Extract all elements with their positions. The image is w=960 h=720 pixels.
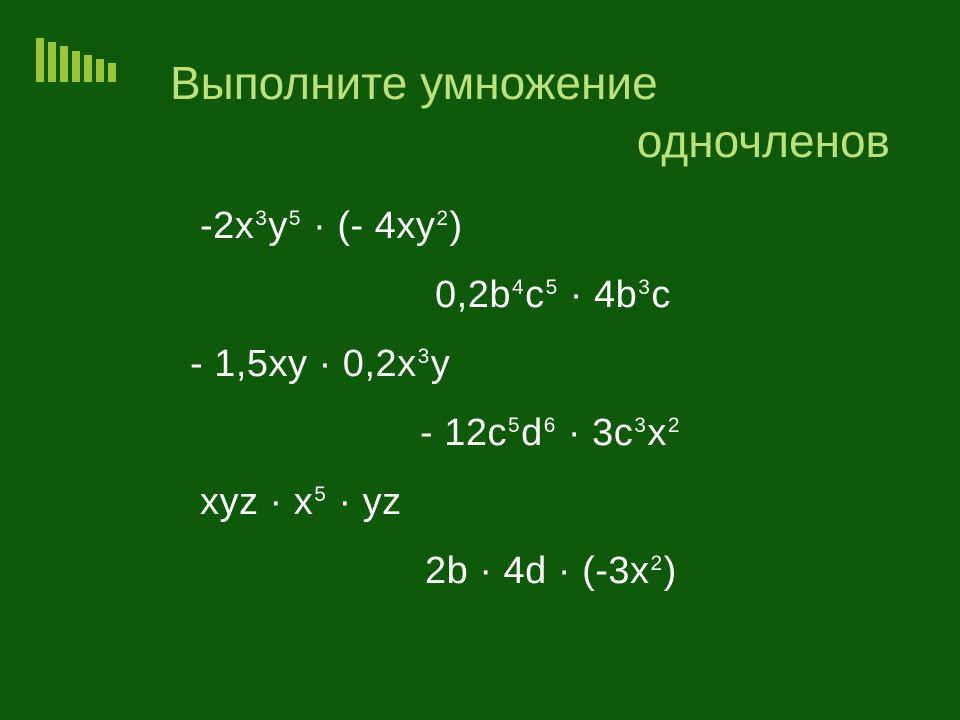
- expression-2: 0,2b4c5 · 4b3c: [435, 274, 900, 317]
- title-line-2: одночленов: [170, 113, 910, 171]
- title-line-1: Выполните умножение: [170, 55, 910, 113]
- expression-4: - 12c5d6 · 3c3x2: [420, 412, 900, 455]
- expressions-block: -2x3y5 · (- 4xy2) 0,2b4c5 · 4b3c - 1,5xy…: [180, 205, 900, 619]
- expression-5: xyz · x5 · yz: [200, 481, 900, 524]
- slide: Выполните умножение одночленов -2x3y5 · …: [0, 0, 960, 720]
- title-block: Выполните умножение одночленов: [170, 55, 910, 170]
- corner-decoration: [36, 38, 116, 82]
- expression-3: - 1,5xy · 0,2x3y: [190, 343, 900, 386]
- expression-1: -2x3y5 · (- 4xy2): [200, 205, 900, 248]
- expression-6: 2b · 4d · (-3x2): [425, 550, 900, 593]
